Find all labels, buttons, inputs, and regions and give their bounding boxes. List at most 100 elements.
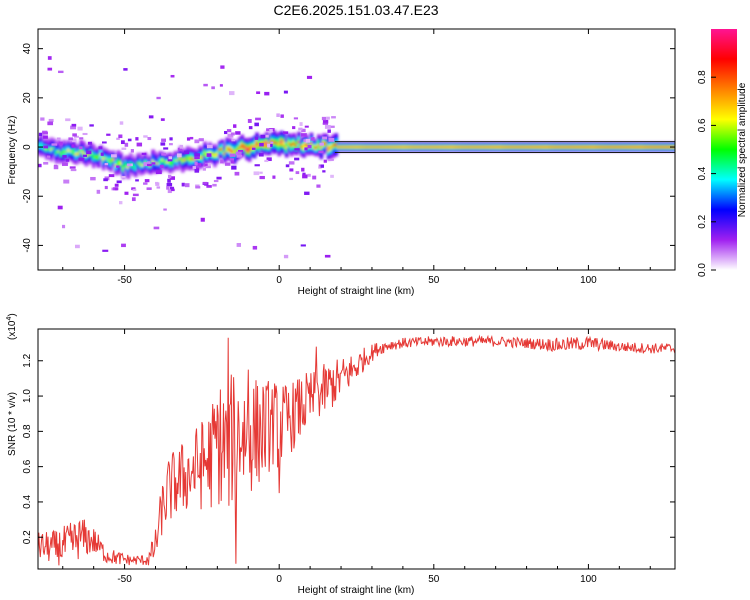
spectrogram-speckle bbox=[254, 122, 259, 127]
spectrogram-speckle bbox=[304, 191, 310, 195]
spectrogram-speckle bbox=[78, 157, 85, 161]
spectrogram-cell bbox=[398, 146, 403, 148]
spectrogram-cell bbox=[527, 146, 532, 148]
spectrogram-cell bbox=[594, 146, 598, 148]
spectrogram-speckle bbox=[153, 226, 160, 230]
spectrogram-cell bbox=[517, 146, 522, 148]
spectrogram-cell bbox=[440, 146, 445, 148]
spectrogram-cell bbox=[490, 146, 494, 148]
spectrogram-cell bbox=[547, 146, 551, 148]
spectrogram-speckle bbox=[252, 245, 258, 250]
spectrogram-cell bbox=[405, 146, 410, 148]
spectrogram-speckle bbox=[143, 135, 148, 138]
spectrogram-cell bbox=[119, 161, 123, 165]
spectrogram-speckle bbox=[198, 138, 204, 142]
spectrogram-cell bbox=[551, 146, 556, 148]
spectrogram-cell bbox=[383, 146, 388, 148]
spectrogram-cell bbox=[616, 146, 621, 148]
spectrogram-speckle bbox=[65, 118, 71, 122]
spectrogram-speckle bbox=[106, 133, 111, 136]
spectrogram-cell bbox=[316, 143, 321, 147]
spectrogram-speckle bbox=[270, 141, 274, 144]
spectrogram-speckle bbox=[177, 153, 182, 158]
spectrogram-cell bbox=[386, 146, 391, 148]
spectrogram-speckle bbox=[226, 129, 232, 133]
spectrogram-speckle bbox=[72, 133, 77, 137]
spectrogram-cell bbox=[477, 146, 482, 148]
spectrogram-speckle bbox=[77, 126, 83, 131]
spectrogram-speckle bbox=[235, 131, 241, 135]
spectrogram-speckle bbox=[319, 142, 324, 146]
spectrogram-cell bbox=[514, 146, 519, 148]
spectrogram-cell bbox=[591, 146, 596, 148]
spectrogram-speckle bbox=[47, 67, 53, 71]
spectrogram-cell bbox=[302, 145, 306, 149]
spectrogram-cell bbox=[450, 146, 455, 148]
y-tick-label: 0.2 bbox=[22, 530, 33, 544]
spectrogram-speckle bbox=[181, 182, 185, 187]
spectrogram-speckle bbox=[82, 154, 88, 157]
spectrogram-cell bbox=[106, 158, 111, 162]
spectrogram-y-axis-label: Frequency (Hz) bbox=[7, 116, 18, 185]
spectrogram-cell bbox=[373, 146, 378, 148]
spectrogram-cell bbox=[39, 144, 44, 147]
spectrogram-cell bbox=[598, 146, 603, 148]
spectrogram-speckle bbox=[300, 244, 306, 247]
spectrogram-cell bbox=[569, 146, 574, 148]
spectrogram-speckle bbox=[143, 182, 148, 185]
colorbar-tick-label: 0.0 bbox=[697, 263, 708, 277]
spectrogram-cell bbox=[492, 146, 497, 148]
spectrogram-cell bbox=[564, 146, 569, 148]
spectrogram-cell bbox=[465, 146, 470, 148]
spectrogram-cell bbox=[311, 145, 316, 148]
spectrogram-cell bbox=[618, 146, 623, 148]
spectrogram-cell bbox=[161, 159, 165, 162]
spectrogram-speckle bbox=[301, 167, 305, 172]
spectrogram-speckle bbox=[259, 142, 264, 147]
y-tick-label: -20 bbox=[22, 189, 33, 204]
spectrogram-speckle bbox=[166, 182, 173, 187]
spectrogram-speckle bbox=[167, 157, 173, 162]
spectrogram-speckle bbox=[305, 138, 311, 143]
spectrogram-cell bbox=[242, 145, 247, 148]
spectrogram-speckle bbox=[62, 162, 68, 166]
colorbar-axes: 0.0 0.2 0.4 0.6 0.8 bbox=[697, 70, 716, 277]
spectrogram-speckle bbox=[123, 68, 128, 71]
spectrogram-speckle bbox=[47, 56, 52, 60]
spectrogram-cell bbox=[121, 166, 126, 170]
spectrogram-speckle bbox=[48, 118, 54, 122]
y-tick-label: 0.4 bbox=[22, 495, 33, 509]
spectrogram-cell bbox=[579, 146, 584, 148]
spectrogram-speckle bbox=[230, 132, 235, 136]
spectrogram-speckle bbox=[328, 158, 334, 161]
spectrogram-speckle bbox=[195, 186, 201, 189]
spectrogram-speckle bbox=[285, 164, 290, 168]
spectrogram-speckle bbox=[272, 175, 276, 179]
spectrogram-speckle bbox=[189, 136, 194, 140]
spectrogram-speckle bbox=[229, 153, 236, 157]
spectrogram-speckle bbox=[229, 158, 235, 161]
spectrogram-cell bbox=[524, 146, 529, 148]
spectrogram-cell bbox=[175, 159, 180, 162]
spectrogram-speckle bbox=[62, 224, 66, 229]
spectrogram-cell bbox=[401, 146, 405, 148]
spectrogram-speckle bbox=[101, 141, 107, 144]
spectrogram-speckle bbox=[224, 162, 231, 166]
spectrogram-cell bbox=[262, 143, 267, 146]
spectrogram-cell bbox=[655, 146, 660, 148]
spectrogram-cell bbox=[425, 146, 430, 148]
spectrogram-cell bbox=[198, 156, 203, 159]
spectrogram-speckle bbox=[230, 160, 235, 164]
spectrogram-cell bbox=[368, 146, 373, 148]
spectrogram-cell bbox=[522, 146, 527, 148]
spectrogram-cell bbox=[210, 152, 215, 156]
spectrogram-speckle bbox=[266, 128, 270, 132]
spectrogram-cell bbox=[495, 146, 499, 148]
spectrogram-cell bbox=[470, 146, 475, 148]
spectrogram-speckle bbox=[322, 136, 328, 140]
spectrogram-speckle bbox=[120, 140, 125, 145]
spectrogram-speckle bbox=[312, 175, 317, 180]
spectrogram-speckle bbox=[163, 147, 169, 150]
colorbar-tick-label: 0.4 bbox=[697, 166, 708, 180]
